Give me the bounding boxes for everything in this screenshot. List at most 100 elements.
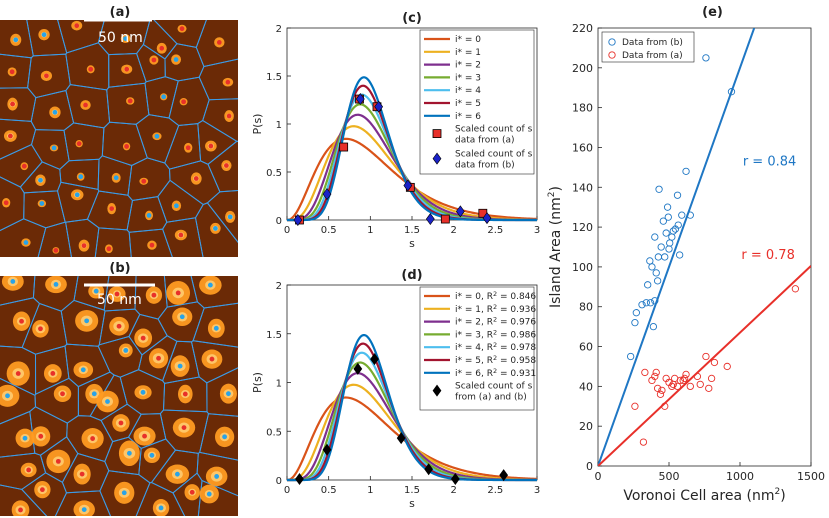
chart-e: 0 500 1000 1500 0 20 40 60 80 100 120 140 160 180 200 2… (547, 5, 825, 504)
centroid-marker (76, 141, 82, 147)
r-label-a: r = 0.78 (741, 248, 794, 263)
data-point-circle (627, 352, 635, 361)
y-tick-label: 60 (579, 341, 593, 354)
centroid-marker (93, 288, 99, 294)
data-point-circle (664, 213, 672, 221)
fit-line (598, 265, 811, 466)
legend-label-scatter-2: data from (a) (455, 136, 514, 146)
centroid-marker (179, 26, 185, 32)
centroid-marker (174, 203, 179, 209)
data-point-circle (642, 299, 650, 307)
data-point-circle (652, 269, 660, 277)
data-point-circle (673, 382, 682, 391)
centroid-marker (227, 214, 233, 220)
centroid-marker (26, 467, 32, 473)
data-point-circle (702, 352, 710, 361)
data-point-circle (674, 221, 682, 229)
panel-a-label: (a) (110, 5, 131, 20)
centroid-marker (209, 356, 215, 362)
data-point-circle (707, 374, 716, 383)
legend-label-i2: i* = 2, R2 = 0.976 (455, 316, 536, 328)
centroid-marker (213, 226, 218, 231)
y-tick-label: 0 (276, 216, 282, 227)
centroid-marker (74, 23, 80, 29)
data-point-circle (651, 372, 659, 381)
data-point-circle (661, 253, 669, 261)
centroid-marker (224, 163, 229, 168)
data-point-diamond (450, 473, 460, 486)
centroid-marker (41, 32, 47, 38)
data-point-circle (676, 251, 684, 259)
data-point-circle (632, 309, 640, 317)
x-tick-label: 3 (534, 225, 540, 236)
voronoi-cell (207, 140, 238, 193)
legend-marker (608, 51, 616, 59)
x-tick-label: 0 (284, 225, 290, 236)
y-tick-label: 2 (276, 24, 282, 35)
centroid-marker (22, 435, 28, 441)
centroid-marker (123, 348, 129, 353)
centroid-marker (88, 66, 94, 72)
centroid-marker (174, 471, 180, 477)
centroid-marker (9, 69, 15, 75)
x-tick-label: 3 (534, 485, 540, 496)
data-point-circle (652, 368, 660, 377)
centroid-marker (149, 452, 155, 458)
data-point-diamond (396, 432, 406, 445)
legend-label-i0: i* = 0, R2 = 0.846 (455, 290, 536, 302)
x-tick-label: 1000 (726, 470, 754, 483)
centroid-marker (151, 292, 157, 298)
centroid-marker (106, 246, 112, 252)
centroid-marker (19, 318, 24, 324)
centroid-marker (109, 206, 115, 212)
centroid-marker (140, 335, 146, 341)
centroid-marker (44, 73, 49, 79)
y-tick-label: 80 (579, 301, 593, 314)
y-axis-label: P(s) (251, 114, 264, 135)
centroid-marker (151, 57, 157, 63)
centroid-marker (124, 66, 130, 72)
x-tick-label: 1500 (797, 470, 825, 483)
centroid-marker (7, 133, 13, 139)
y-tick-label: 20 (579, 420, 593, 433)
data-point-circle (676, 376, 685, 385)
panel-a-surface (0, 20, 238, 257)
chart-c: 0 0.5 1 1.5 2 2.5 300.511.52(c)sP(s)i* = 0i* =… (251, 11, 540, 250)
centroid-marker (90, 436, 96, 441)
centroid-marker (38, 177, 43, 183)
y-axis-label: Island Area (nm2) (547, 186, 564, 308)
y-tick-label: 1.5 (266, 330, 282, 341)
panel-b-surface (0, 276, 238, 516)
centroid-marker (52, 109, 58, 115)
centroid-marker (146, 212, 152, 218)
legend: Data from (b) Data from (a) (601, 31, 695, 63)
y-tick-label: 2 (276, 281, 282, 292)
centroid-marker (181, 425, 187, 430)
data-point-circle (653, 384, 662, 393)
centroid-marker (179, 314, 185, 320)
y-tick-label: 1.5 (266, 72, 282, 83)
centroid-marker (21, 163, 27, 169)
centroid-marker (39, 487, 45, 493)
y-axis-label: P(s) (251, 372, 264, 393)
panel-a-scale-label: 50 nm (98, 30, 143, 46)
data-point-circle (696, 380, 704, 389)
data-point-square (339, 142, 349, 152)
y-tick-label: 0 (586, 460, 593, 473)
centroid-marker (15, 371, 21, 376)
centroid-marker (208, 143, 214, 149)
centroid-marker (91, 391, 97, 397)
y-tick-label: 0 (276, 476, 282, 487)
data-point-diamond (499, 469, 509, 482)
legend-marker-diamond (432, 152, 442, 165)
data-point-circle (646, 299, 655, 307)
centroid-marker (173, 57, 179, 62)
x-tick-label: 2 (450, 485, 456, 496)
legend-label-i4: i* = 4, R2 = 0.978 (455, 341, 536, 353)
centroid-marker (53, 281, 59, 287)
centroid-marker (39, 201, 45, 206)
data-point-circle (727, 88, 736, 96)
data-point-diamond (403, 179, 413, 192)
centroid-marker (23, 240, 29, 245)
legend-label-i6: i* = 6, R2 = 0.931 (455, 367, 536, 379)
